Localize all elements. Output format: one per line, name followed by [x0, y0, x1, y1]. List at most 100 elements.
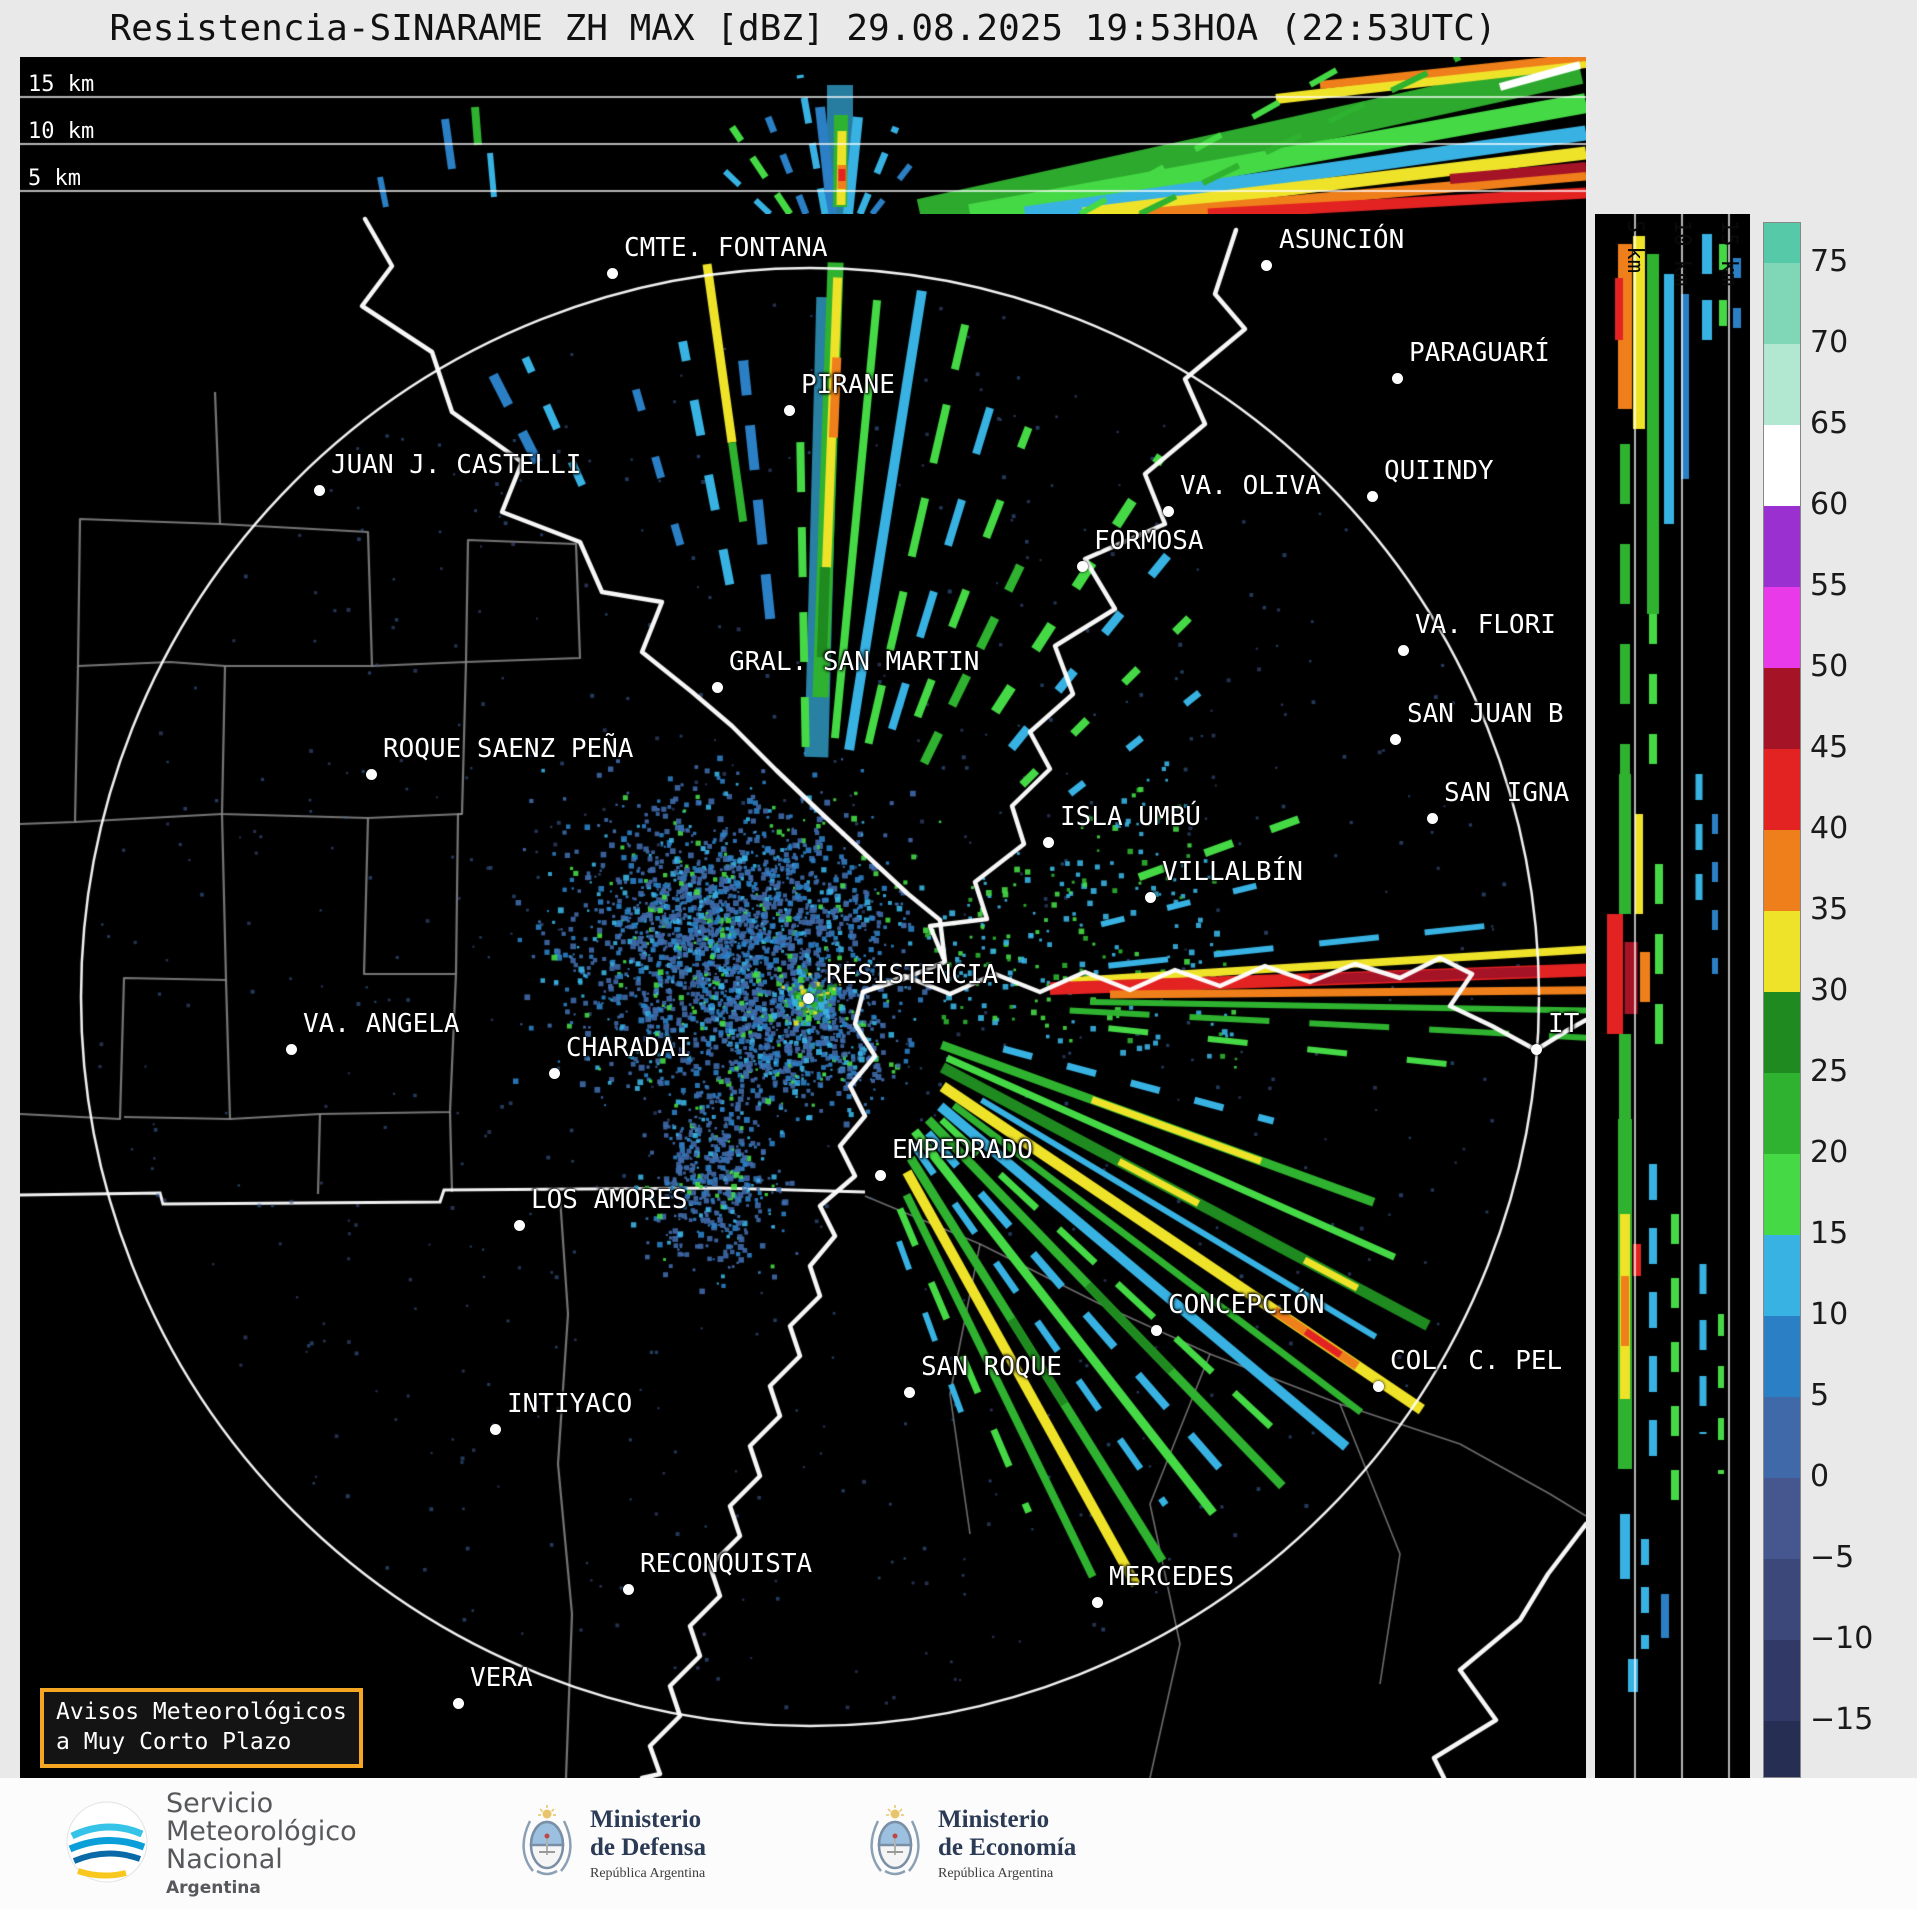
colorbar-band	[1764, 1478, 1800, 1559]
city-dot	[1151, 1325, 1162, 1336]
alert-line-2: a Muy Corto Plazo	[56, 1728, 292, 1755]
city-dot	[1092, 1597, 1103, 1608]
colorbar-band	[1764, 1559, 1800, 1640]
city-dot	[314, 485, 325, 496]
economia-subtitle: República Argentina	[938, 1865, 1054, 1881]
city-label: VA. ANGELA	[303, 1009, 460, 1039]
city-label: ROQUE SAENZ PEÑA	[383, 734, 634, 764]
colorbar-tick: 60	[1810, 487, 1849, 522]
city-dot	[1043, 837, 1054, 848]
vertical-cross-section-right: 5 km 10 km 15 km	[1595, 214, 1750, 1778]
colorbar-tick: 5	[1810, 1378, 1830, 1413]
city-dot	[286, 1044, 297, 1055]
city-label: RESISTENCIA	[826, 960, 999, 990]
coat-of-arms-icon	[520, 1804, 574, 1883]
map-label-overlay: CMTE. FONTANA ASUNCIÓN PARAGUARÍ PIRANE JUAN…	[20, 214, 1586, 1778]
colorbar-band	[1764, 506, 1800, 587]
economia-title-line2: de Economía	[938, 1833, 1077, 1861]
colorbar-tick: 30	[1810, 973, 1849, 1008]
page-title: Resistencia-SINARAME ZH MAX [dBZ] 29.08.…	[109, 8, 1497, 49]
right-cross-section-canvas	[1595, 214, 1750, 1778]
city-dot	[1077, 561, 1088, 572]
colorbar-tick: 55	[1810, 568, 1849, 603]
city-dot	[712, 682, 723, 693]
height-label-10km-right: 10 km	[1669, 220, 1694, 287]
city-label: LOS AMORES	[531, 1185, 688, 1215]
economia-title-line1: Ministerio	[938, 1805, 1050, 1833]
alert-line-1: Avisos Meteorológicos	[56, 1699, 347, 1725]
city-label: CHARADAI	[566, 1033, 692, 1063]
height-label-5km-right: 5 km	[1622, 220, 1647, 273]
city-label: VERA	[470, 1663, 533, 1693]
top-cross-section-canvas	[20, 57, 1586, 214]
dbz-colorbar	[1763, 222, 1801, 1778]
colorbar-band	[1764, 911, 1800, 992]
colorbar-tick: 45	[1810, 730, 1849, 765]
city-dot	[904, 1387, 915, 1398]
colorbar-band	[1764, 1640, 1800, 1721]
colorbar-band	[1764, 1397, 1800, 1478]
city-dot	[1392, 373, 1403, 384]
city-dot	[453, 1698, 464, 1709]
ministerio-defensa-block: Ministerio de Defensa República Argentin…	[520, 1804, 706, 1883]
colorbar-band	[1764, 344, 1800, 425]
city-label: GRAL. SAN MARTIN	[729, 647, 980, 677]
city-label: QUIINDY	[1384, 456, 1494, 486]
smn-logo-icon	[64, 1799, 150, 1889]
city-label: VILLALBÍN	[1162, 857, 1303, 887]
colorbar-tick: 0	[1810, 1459, 1830, 1494]
city-label: SAN IGNA	[1444, 778, 1570, 808]
city-dot	[875, 1170, 886, 1181]
city-dot	[1398, 645, 1409, 656]
defensa-title-line1: Ministerio	[590, 1805, 702, 1833]
city-label: IT	[1548, 1009, 1580, 1039]
colorbar-tick: 75	[1810, 244, 1849, 279]
colorbar-band	[1764, 668, 1800, 749]
colorbar-tick: −5	[1810, 1540, 1855, 1575]
city-label: RECONQUISTA	[640, 1549, 813, 1579]
colorbar-tick: 40	[1810, 811, 1849, 846]
colorbar-tick: 15	[1810, 1216, 1849, 1251]
city-dot	[1373, 1381, 1384, 1392]
city-label: PARAGUARÍ	[1409, 338, 1550, 368]
colorbar-tick: 70	[1810, 325, 1849, 360]
colorbar-band	[1764, 1721, 1800, 1777]
defensa-title-line2: de Defensa	[590, 1833, 706, 1861]
height-label-15km: 15 km	[28, 72, 95, 97]
colorbar-band	[1764, 263, 1800, 344]
colorbar-band	[1764, 830, 1800, 911]
city-label: VA. FLORI	[1415, 610, 1556, 640]
colorbar-band	[1764, 587, 1800, 668]
colorbar-tick: 10	[1810, 1297, 1849, 1332]
footer: Servicio Meteorológico Nacional Argentin…	[0, 1778, 1917, 1909]
city-dot	[366, 769, 377, 780]
smn-name-line2: Meteorológico	[166, 1815, 357, 1847]
city-dot	[1427, 813, 1438, 824]
alert-box: Avisos Meteorológicos a Muy Corto Plazo	[40, 1688, 363, 1768]
city-label: FORMOSA	[1094, 526, 1204, 556]
dbz-colorbar-ticks: 75 70 65 60 55 50 45 40 35 30 25 20 15 10 5 0 −5 −10 −15	[1810, 222, 1914, 1778]
city-label: SAN JUAN B	[1407, 699, 1564, 729]
smn-logo-block: Servicio Meteorológico Nacional Argentin…	[64, 1787, 357, 1898]
colorbar-band	[1764, 1235, 1800, 1316]
city-label: JUAN J. CASTELLI	[331, 450, 582, 480]
city-label: INTIYACO	[507, 1389, 633, 1419]
ministerio-economia-block: Ministerio de Economía República Argenti…	[868, 1804, 1077, 1883]
colorbar-tick: 65	[1810, 406, 1849, 441]
city-label: CMTE. FONTANA	[624, 233, 828, 263]
colorbar-band	[1764, 1316, 1800, 1397]
city-dot	[784, 405, 795, 416]
city-dot	[1163, 506, 1174, 517]
colorbar-band	[1764, 992, 1800, 1073]
coat-of-arms-icon	[868, 1804, 922, 1883]
colorbar-tick: 25	[1810, 1054, 1849, 1089]
city-dot	[1531, 1044, 1542, 1055]
smn-name-line1: Servicio	[166, 1787, 274, 1819]
city-label: CONCEPCIÓN	[1168, 1290, 1325, 1320]
height-label-15km-right: 15 km	[1716, 220, 1741, 287]
colorbar-tick: −10	[1810, 1621, 1874, 1656]
height-label-5km: 5 km	[28, 166, 81, 191]
colorbar-band	[1764, 1154, 1800, 1235]
city-label: MERCEDES	[1109, 1562, 1235, 1592]
